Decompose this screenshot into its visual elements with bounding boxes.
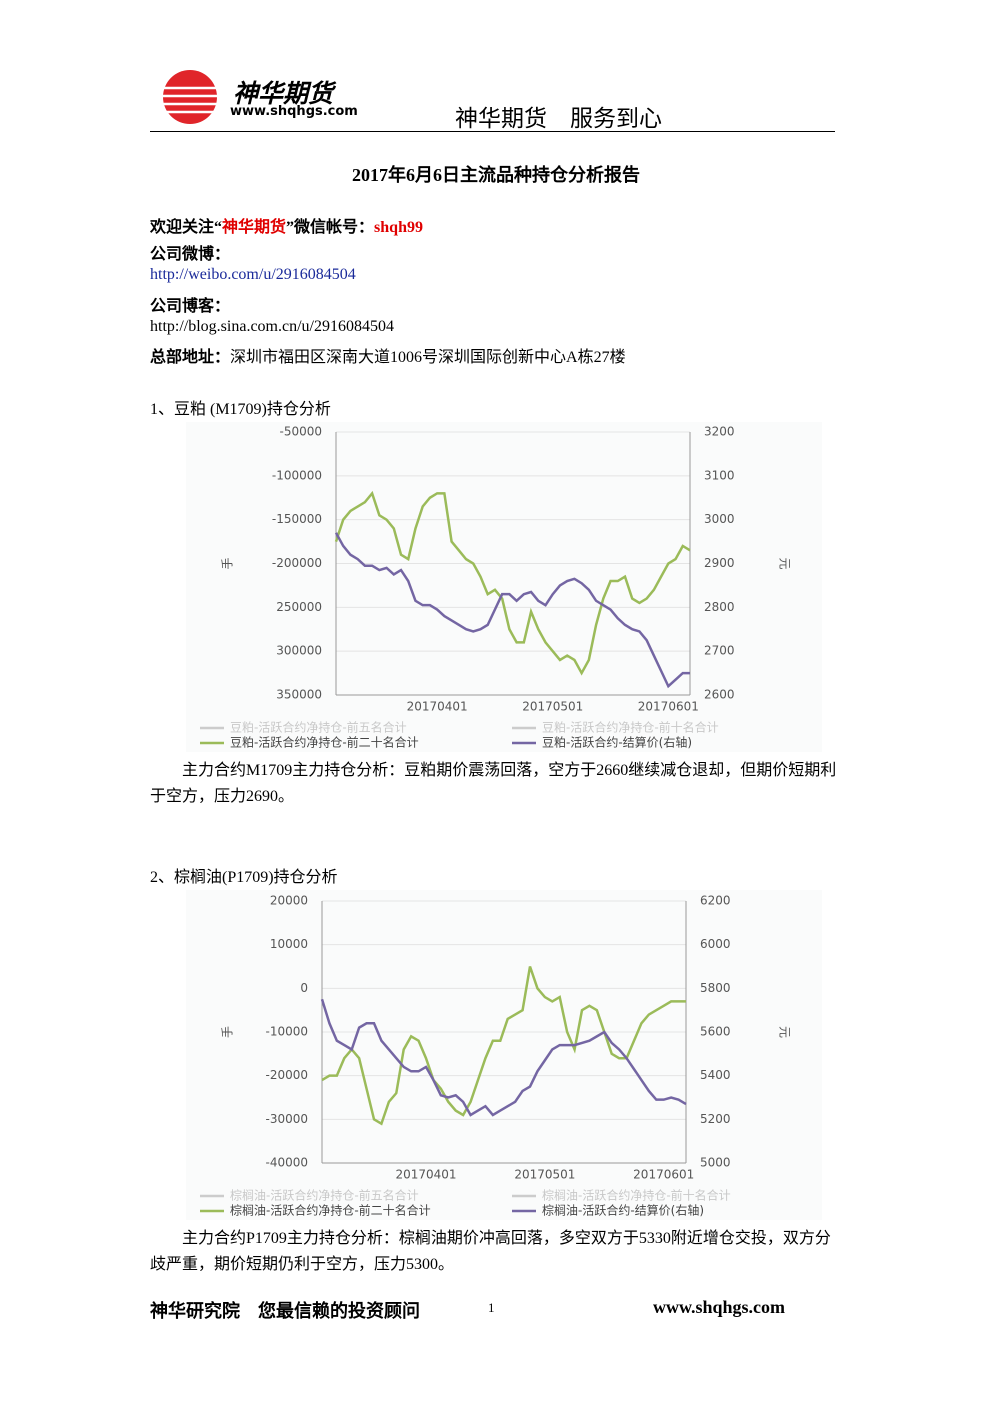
- y-tick-label: -10000: [265, 1025, 308, 1039]
- logo-url: www.shqhgs.com: [230, 104, 358, 119]
- y-tick-label: 350000: [276, 688, 322, 702]
- y2-tick-label: 6200: [700, 894, 731, 908]
- y2-tick-label: 3100: [704, 468, 735, 482]
- series-line: [321, 966, 686, 1126]
- text: 欢迎关注“: [150, 219, 223, 236]
- section-heading: 1、豆粕 (M1709)持仓分析: [150, 401, 331, 418]
- legend-label: 棕榈油-活跃合约净持仓-前二十名合计: [230, 1203, 431, 1218]
- x-tick-label: 20170501: [522, 700, 583, 714]
- logo-name: 神华期货: [233, 79, 334, 108]
- x-tick-label: 20170401: [407, 700, 468, 714]
- footer-left: 神华研究院 您最信赖的投资顾问: [150, 1301, 420, 1321]
- page-number: 1: [488, 1300, 495, 1315]
- y-tick-label: -100000: [272, 468, 322, 482]
- y-tick-label: -20000: [265, 1068, 308, 1082]
- y2-tick-label: 5400: [700, 1068, 731, 1082]
- y-tick-label: -150000: [272, 512, 322, 526]
- y2-axis-label: 元: [778, 1026, 792, 1038]
- wechat-line: 欢迎关注“神华期货”微信帐号：shqh99: [150, 213, 423, 237]
- y2-tick-label: 2900: [704, 556, 735, 570]
- y-axis-label: 手: [221, 557, 235, 569]
- y-tick-label: -30000: [265, 1112, 308, 1126]
- legend-label: 豆粕-活跃合约净持仓-前二十名合计: [230, 735, 419, 750]
- y-tick-label: 300000: [276, 644, 322, 658]
- y2-tick-label: 3000: [704, 512, 735, 526]
- y2-axis-label: 元: [778, 557, 792, 569]
- series-line: [334, 490, 691, 676]
- link[interactable]: http://blog.sina.com.cn/u/2916084504: [150, 318, 394, 335]
- legend-label: 棕榈油-活跃合约-结算价(右轴): [542, 1203, 704, 1218]
- legend-label: 豆粕-活跃合约净持仓-前五名合计: [230, 720, 407, 735]
- slogan: 神华期货 服务到心: [455, 106, 662, 132]
- chart: -50000 -100000 -150000 -200000 250000 300000 3…: [186, 422, 822, 752]
- series-line: [320, 998, 687, 1117]
- y2-tick-label: 2600: [704, 688, 735, 702]
- y-tick-label: 20000: [270, 894, 308, 908]
- y-tick-label: 250000: [276, 600, 322, 614]
- link[interactable]: http://weibo.com/u/2916084504: [150, 266, 356, 283]
- y-tick-label: 0: [300, 981, 308, 995]
- y2-tick-label: 5600: [700, 1025, 731, 1039]
- y2-tick-label: 2800: [704, 600, 735, 614]
- legend-label: 豆粕-活跃合约-结算价(右轴): [542, 735, 692, 750]
- y2-tick-label: 6000: [700, 937, 731, 951]
- text: ”微信帐号：: [286, 219, 375, 236]
- x-tick-label: 20170401: [395, 1168, 456, 1182]
- report-title: 2017年6月6日主流品种持仓分析报告: [352, 165, 640, 185]
- y-tick-label: -50000: [279, 425, 322, 439]
- analysis: 主力合约P1709主力持仓分析：棕榈油期价冲高回落，多空双方于5330附近增仓交…: [150, 1230, 831, 1273]
- x-tick-label: 20170501: [514, 1168, 575, 1182]
- address-line: 总部地址：深圳市福田区深南大道1006号深圳国际创新中心A栋27楼: [150, 343, 626, 367]
- legend-label: 豆粕-活跃合约净持仓-前十名合计: [542, 720, 719, 735]
- logo-mark: [160, 70, 222, 124]
- section-heading: 2、棕榈油(P1709)持仓分析: [150, 869, 338, 886]
- label: 公司博客：: [150, 298, 231, 315]
- legend-label: 棕榈油-活跃合约净持仓-前十名合计: [542, 1188, 731, 1203]
- series-line: [334, 532, 690, 689]
- y2-tick-label: 2700: [704, 644, 735, 658]
- legend-label: 棕榈油-活跃合约净持仓-前五名合计: [230, 1188, 419, 1203]
- text: shqh99: [374, 219, 423, 236]
- y-tick-label: -40000: [265, 1156, 308, 1170]
- y2-tick-label: 5200: [700, 1112, 731, 1126]
- footer-site: www.shqhgs.com: [653, 1297, 786, 1317]
- label: 总部地址：: [150, 349, 231, 366]
- x-tick-label: 20170601: [633, 1168, 694, 1182]
- y-axis-label: 手: [221, 1026, 235, 1038]
- label: 公司微博：: [150, 246, 231, 263]
- y2-tick-label: 5000: [700, 1156, 731, 1170]
- header-rule: [150, 131, 835, 132]
- y2-tick-label: 3200: [704, 425, 735, 439]
- y-tick-label: -200000: [272, 556, 322, 570]
- text: 深圳市福田区深南大道1006号深圳国际创新中心A栋27楼: [230, 349, 626, 366]
- chart: 20000 10000 0 -10000 -20000 -30000 -40000 6200 6…: [186, 890, 822, 1220]
- y2-tick-label: 5800: [700, 981, 731, 995]
- analysis: 主力合约M1709主力持仓分析：豆粕期价震荡回落，空方于2660继续减仓退却，但…: [150, 762, 837, 805]
- x-tick-label: 20170601: [638, 700, 699, 714]
- y-tick-label: 10000: [270, 937, 308, 951]
- text: 神华期货: [222, 219, 287, 236]
